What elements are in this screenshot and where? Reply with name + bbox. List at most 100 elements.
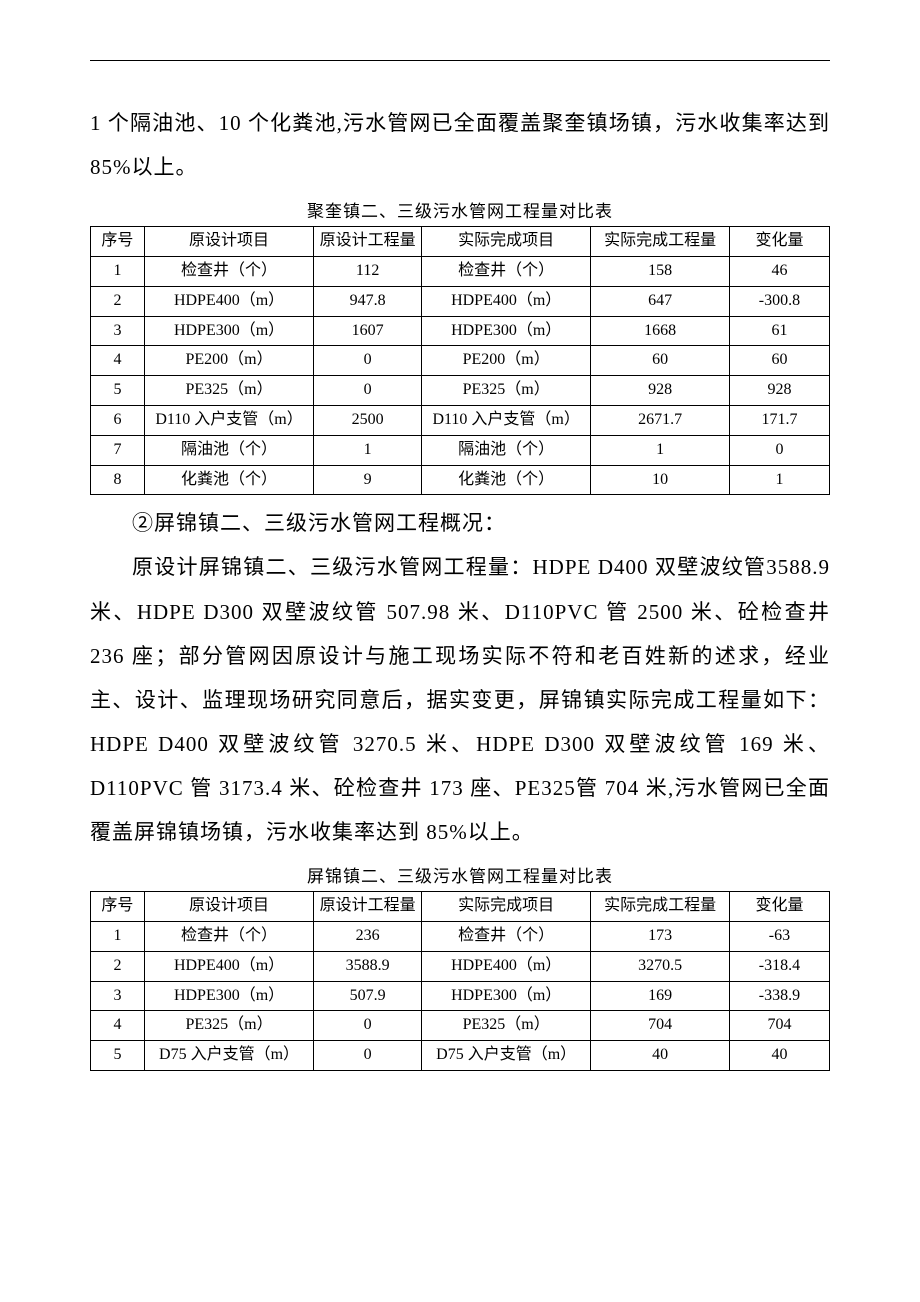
table1: 序号 原设计项目 原设计工程量 实际完成项目 实际完成工程量 变化量 1检查井（… bbox=[90, 226, 830, 495]
table1-body: 1检查井（个）112检查井（个）158462HDPE400（m）947.8HDP… bbox=[91, 256, 830, 494]
table-cell: 化粪池（个） bbox=[144, 465, 313, 495]
table-cell: 947.8 bbox=[314, 286, 422, 316]
table-cell: 3 bbox=[91, 316, 145, 346]
table-cell: 4 bbox=[91, 1011, 145, 1041]
table-cell: 检查井（个） bbox=[144, 921, 313, 951]
table-cell: HDPE400（m） bbox=[144, 286, 313, 316]
table-cell: 隔油池（个） bbox=[422, 435, 591, 465]
table-cell: 928 bbox=[729, 376, 829, 406]
table-cell: 46 bbox=[729, 256, 829, 286]
table-row: 2HDPE400（m）3588.9HDPE400（m）3270.5-318.4 bbox=[91, 951, 830, 981]
table-cell: D110 入户支管（m） bbox=[144, 405, 313, 435]
table-cell: 1 bbox=[91, 256, 145, 286]
table-cell: PE325（m） bbox=[144, 1011, 313, 1041]
table-cell: 0 bbox=[314, 376, 422, 406]
table-row: 7隔油池（个）1隔油池（个）10 bbox=[91, 435, 830, 465]
table-row: 5D75 入户支管（m）0D75 入户支管（m）4040 bbox=[91, 1041, 830, 1071]
table-row: 4PE200（m）0PE200（m）6060 bbox=[91, 346, 830, 376]
table-cell: HDPE300（m） bbox=[144, 316, 313, 346]
section2-heading: ②屏锦镇二、三级污水管网工程概况： bbox=[90, 501, 830, 545]
table-cell: 1 bbox=[591, 435, 730, 465]
table-cell: 2 bbox=[91, 951, 145, 981]
th-done-qty: 实际完成工程量 bbox=[591, 227, 730, 257]
table-cell: 173 bbox=[591, 921, 730, 951]
table-cell: 化粪池（个） bbox=[422, 465, 591, 495]
table-cell: D110 入户支管（m） bbox=[422, 405, 591, 435]
table-cell: HDPE400（m） bbox=[144, 951, 313, 981]
table-cell: 507.9 bbox=[314, 981, 422, 1011]
section2-body: 原设计屏锦镇二、三级污水管网工程量：HDPE D400 双壁波纹管3588.9 … bbox=[90, 545, 830, 854]
table-cell: 5 bbox=[91, 376, 145, 406]
table-cell: 0 bbox=[314, 346, 422, 376]
table-cell: 704 bbox=[729, 1011, 829, 1041]
table-cell: -63 bbox=[729, 921, 829, 951]
table-cell: HDPE300（m） bbox=[144, 981, 313, 1011]
th-done-qty: 实际完成工程量 bbox=[591, 892, 730, 922]
table-row: 1检查井（个）236检查井（个）173-63 bbox=[91, 921, 830, 951]
table-cell: -318.4 bbox=[729, 951, 829, 981]
table-cell: 7 bbox=[91, 435, 145, 465]
table-cell: 171.7 bbox=[729, 405, 829, 435]
table-cell: HDPE400（m） bbox=[422, 286, 591, 316]
table-cell: 检查井（个） bbox=[144, 256, 313, 286]
table-cell: HDPE300（m） bbox=[422, 316, 591, 346]
table-cell: 2500 bbox=[314, 405, 422, 435]
th-orig-qty: 原设计工程量 bbox=[314, 227, 422, 257]
table-cell: PE200（m） bbox=[144, 346, 313, 376]
table-cell: 3270.5 bbox=[591, 951, 730, 981]
table-cell: 1607 bbox=[314, 316, 422, 346]
table-cell: 647 bbox=[591, 286, 730, 316]
table-row: 1检查井（个）112检查井（个）15846 bbox=[91, 256, 830, 286]
th-orig-item: 原设计项目 bbox=[144, 892, 313, 922]
table-cell: 4 bbox=[91, 346, 145, 376]
header-rule bbox=[90, 60, 830, 61]
table-cell: 检查井（个） bbox=[422, 921, 591, 951]
th-done-item: 实际完成项目 bbox=[422, 892, 591, 922]
table-cell: 6 bbox=[91, 405, 145, 435]
table1-header-row: 序号 原设计项目 原设计工程量 实际完成项目 实际完成工程量 变化量 bbox=[91, 227, 830, 257]
table-cell: 60 bbox=[729, 346, 829, 376]
table-cell: 0 bbox=[314, 1041, 422, 1071]
table-cell: 0 bbox=[729, 435, 829, 465]
table-cell: 2 bbox=[91, 286, 145, 316]
table-cell: PE200（m） bbox=[422, 346, 591, 376]
th-orig-qty: 原设计工程量 bbox=[314, 892, 422, 922]
table-cell: -300.8 bbox=[729, 286, 829, 316]
table-cell: 10 bbox=[591, 465, 730, 495]
table-cell: 1 bbox=[314, 435, 422, 465]
table2-header-row: 序号 原设计项目 原设计工程量 实际完成项目 实际完成工程量 变化量 bbox=[91, 892, 830, 922]
table2-caption: 屏锦镇二、三级污水管网工程量对比表 bbox=[90, 862, 830, 887]
table-cell: 3 bbox=[91, 981, 145, 1011]
table-row: 8化粪池（个）9化粪池（个）101 bbox=[91, 465, 830, 495]
intro-paragraph: 1 个隔油池、10 个化粪池,污水管网已全面覆盖聚奎镇场镇，污水收集率达到 85… bbox=[90, 101, 830, 189]
table-cell: 112 bbox=[314, 256, 422, 286]
table-cell: D75 入户支管（m） bbox=[422, 1041, 591, 1071]
table-cell: 60 bbox=[591, 346, 730, 376]
th-delta: 变化量 bbox=[729, 227, 829, 257]
table-cell: 1 bbox=[91, 921, 145, 951]
table-cell: 1 bbox=[729, 465, 829, 495]
table-cell: 2671.7 bbox=[591, 405, 730, 435]
th-done-item: 实际完成项目 bbox=[422, 227, 591, 257]
th-seq: 序号 bbox=[91, 892, 145, 922]
table-cell: PE325（m） bbox=[422, 376, 591, 406]
table-cell: 9 bbox=[314, 465, 422, 495]
table-cell: 158 bbox=[591, 256, 730, 286]
table-cell: 检查井（个） bbox=[422, 256, 591, 286]
table-row: 5PE325（m）0PE325（m）928928 bbox=[91, 376, 830, 406]
table-cell: 40 bbox=[729, 1041, 829, 1071]
table-cell: 236 bbox=[314, 921, 422, 951]
table-cell: 0 bbox=[314, 1011, 422, 1041]
table-cell: 928 bbox=[591, 376, 730, 406]
table-row: 4PE325（m）0PE325（m）704704 bbox=[91, 1011, 830, 1041]
th-seq: 序号 bbox=[91, 227, 145, 257]
table-cell: 5 bbox=[91, 1041, 145, 1071]
table-cell: PE325（m） bbox=[144, 376, 313, 406]
table-cell: D75 入户支管（m） bbox=[144, 1041, 313, 1071]
table-row: 3HDPE300（m）507.9HDPE300（m）169-338.9 bbox=[91, 981, 830, 1011]
table-cell: 704 bbox=[591, 1011, 730, 1041]
table2: 序号 原设计项目 原设计工程量 实际完成项目 实际完成工程量 变化量 1检查井（… bbox=[90, 891, 830, 1071]
table2-body: 1检查井（个）236检查井（个）173-632HDPE400（m）3588.9H… bbox=[91, 921, 830, 1070]
table-row: 3HDPE300（m）1607HDPE300（m）166861 bbox=[91, 316, 830, 346]
table-cell: HDPE300（m） bbox=[422, 981, 591, 1011]
